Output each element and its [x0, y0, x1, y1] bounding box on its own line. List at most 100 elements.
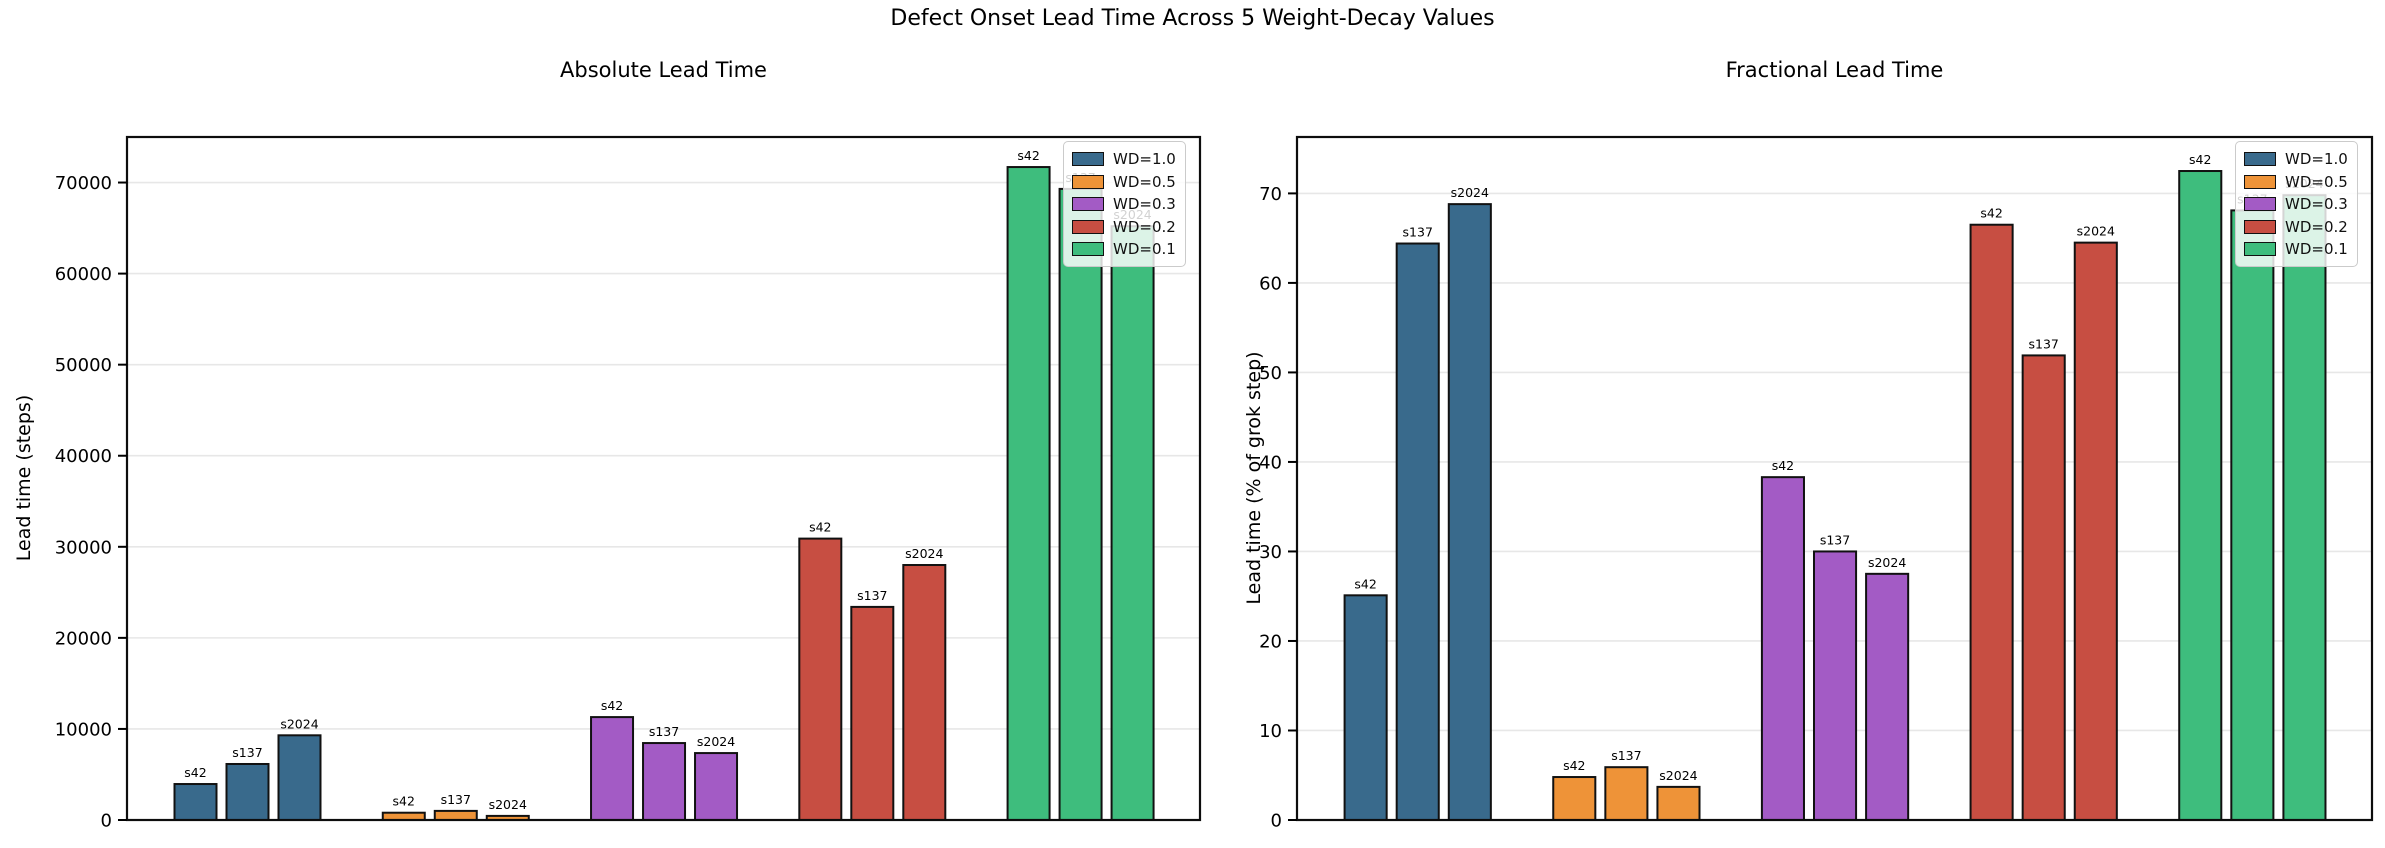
bar: [1969, 223, 2014, 821]
figure-title: Defect Onset Lead Time Across 5 Weight-D…: [890, 6, 1495, 31]
bar: [798, 537, 843, 821]
bar: [1604, 766, 1649, 821]
bar: [1395, 242, 1440, 821]
plot-border: [125, 135, 1202, 822]
legend-swatch: [2244, 152, 2276, 167]
legend-entry: WD=0.3: [1072, 193, 1176, 216]
y-tick-label: 20000: [55, 628, 112, 649]
bar-label: s42: [1563, 758, 1585, 773]
bar: [902, 564, 947, 821]
y-tick-label: 60000: [55, 264, 112, 285]
bar: [2021, 354, 2066, 821]
y-tick-label: 30: [1259, 542, 1282, 563]
legend-label: WD=0.3: [2285, 195, 2348, 214]
legend-entry: WD=0.1: [2244, 238, 2348, 261]
bar: [1656, 785, 1701, 821]
bar: [2282, 194, 2327, 821]
bar: [1760, 476, 1805, 821]
bar: [1343, 594, 1388, 821]
legend-swatch: [2244, 219, 2276, 234]
legend-label: WD=1.0: [2285, 150, 2348, 169]
y-tick-label: 50: [1259, 363, 1282, 384]
bar: [277, 734, 322, 821]
left-chart-title: Absolute Lead Time: [560, 58, 767, 82]
legend-label: WD=0.5: [2285, 172, 2348, 191]
y-tick-label: 20: [1259, 631, 1282, 652]
legend-entry: WD=0.5: [1072, 171, 1176, 194]
bar-label: s2024: [697, 734, 735, 749]
bar-label: s2024: [1451, 185, 1489, 200]
y-tick-label: 50000: [55, 355, 112, 376]
right-chart-legend: WD=1.0 WD=0.5 WD=0.3 WD=0.2 WD=0.1: [2235, 141, 2358, 267]
bar: [2073, 241, 2118, 821]
bar: [1447, 203, 1492, 822]
bar: [1110, 225, 1155, 821]
legend-label: WD=0.5: [1113, 172, 1176, 191]
bar-label: s2024: [2077, 224, 2115, 239]
left-chart-legend: WD=1.0 WD=0.5 WD=0.3 WD=0.2 WD=0.1: [1063, 141, 1186, 267]
bar: [694, 752, 739, 821]
legend-entry: WD=0.3: [2244, 193, 2348, 216]
bar-label: s2024: [280, 716, 318, 731]
bar: [590, 716, 635, 821]
y-tick-label: 40: [1259, 452, 1282, 473]
bar-label: s2024: [489, 797, 527, 812]
bar: [173, 783, 218, 822]
legend-label: WD=0.1: [2285, 240, 2348, 259]
bar: [642, 742, 687, 821]
y-tick-label: 0: [1271, 811, 1282, 832]
bar-label: s137: [1403, 225, 1433, 240]
legend-swatch: [1072, 242, 1104, 257]
legend-swatch: [1072, 197, 1104, 212]
legend-label: WD=0.2: [1113, 217, 1176, 236]
bar: [1058, 187, 1103, 821]
bar-label: s137: [649, 724, 679, 739]
y-tick-label: 0: [101, 811, 112, 832]
bar-label: s42: [1772, 458, 1794, 473]
y-tick-label: 70: [1259, 184, 1282, 205]
legend-swatch: [1072, 174, 1104, 189]
legend-entry: WD=0.1: [1072, 238, 1176, 261]
plot-border: [1295, 135, 2374, 822]
bar-label: s137: [441, 792, 471, 807]
bar: [433, 809, 478, 821]
bar-label: s42: [809, 520, 831, 535]
legend-swatch: [2244, 197, 2276, 212]
legend-entry: WD=0.2: [2244, 216, 2348, 239]
legend-entry: WD=0.5: [2244, 171, 2348, 194]
legend-label: WD=1.0: [1113, 150, 1176, 169]
legend-entry: WD=1.0: [1072, 148, 1176, 171]
y-tick-label: 70000: [55, 173, 112, 194]
bar-label: s137: [1611, 748, 1641, 763]
legend-swatch: [1072, 219, 1104, 234]
bar-label: s42: [184, 765, 206, 780]
bar-label: s42: [1980, 206, 2002, 221]
bar-label: s137: [1820, 532, 1850, 547]
bar-label: s137: [857, 588, 887, 603]
legend-swatch: [2244, 174, 2276, 189]
legend-swatch: [2244, 242, 2276, 257]
bar-label: s2024: [1868, 555, 1906, 570]
legend-label: WD=0.2: [2285, 217, 2348, 236]
bar-label: s42: [1354, 576, 1376, 591]
bar-label: s137: [2029, 336, 2059, 351]
y-tick-label: 40000: [55, 446, 112, 467]
bar-label: s2024: [905, 546, 943, 561]
bar-label: s42: [2189, 152, 2211, 167]
bar: [1812, 550, 1858, 821]
bar-label: s2024: [1659, 768, 1697, 783]
bar: [1552, 776, 1597, 822]
bar: [2178, 170, 2223, 821]
legend-label: WD=0.1: [1113, 240, 1176, 259]
bar: [850, 605, 895, 821]
y-tick-label: 10000: [55, 719, 112, 740]
bar: [1006, 166, 1051, 821]
legend-entry: WD=1.0: [2244, 148, 2348, 171]
right-chart-title: Fractional Lead Time: [1725, 58, 1944, 82]
bar-label: s137: [232, 745, 262, 760]
bar-label: s42: [1017, 148, 1039, 163]
y-tick-label: 30000: [55, 537, 112, 558]
bar-label: s42: [393, 794, 415, 809]
